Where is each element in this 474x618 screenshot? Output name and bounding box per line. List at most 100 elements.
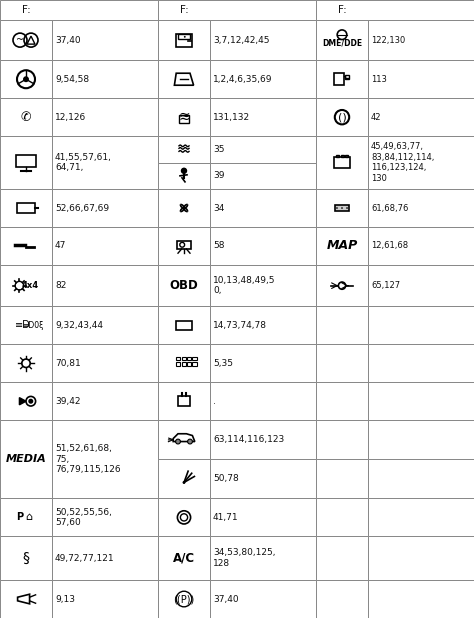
Text: 1,2,4,6,35,69: 1,2,4,6,35,69 [213,75,273,83]
Text: ((P)): ((P)) [173,594,195,604]
Text: 41,71: 41,71 [213,513,238,522]
Bar [0,344,52,383]
Text: 34: 34 [213,203,224,213]
Text: 70,81: 70,81 [55,359,81,368]
Text: 4x4: 4x4 [22,281,39,290]
Bar [192,357,197,360]
Bar [210,163,316,189]
Text: DME/DDE: DME/DDE [322,38,362,47]
Bar [316,98,368,136]
Bar [0,498,52,536]
Bar [368,20,474,60]
Text: 82: 82 [55,281,66,290]
Bar [368,189,474,227]
Text: ≋: ≋ [178,110,190,124]
Bar [52,580,158,618]
Bar [210,227,316,265]
Text: 10,13,48,49,5
0,: 10,13,48,49,5 0, [213,276,275,295]
Bar [52,227,158,265]
Bar [52,536,158,580]
Bar [210,536,316,580]
Bar [368,536,474,580]
Text: 131,132: 131,132 [213,112,250,122]
Circle shape [188,439,192,444]
Bar [158,0,316,20]
Bar [210,60,316,98]
Bar [0,227,52,265]
Bar [368,383,474,420]
Bar [336,154,339,157]
Bar [158,163,210,189]
Text: ~: ~ [16,35,24,45]
Circle shape [341,207,343,209]
Bar [368,344,474,383]
Text: MAP: MAP [327,239,357,253]
Bar [52,189,158,227]
Bar [316,227,368,265]
Bar [158,420,210,459]
Text: §: § [22,551,29,565]
Bar [210,420,316,459]
Text: ≡D: ≡D [15,320,30,331]
Text: (): () [337,112,346,122]
Circle shape [336,207,338,209]
Bar [210,344,316,383]
Bar [316,383,368,420]
Bar [176,362,181,366]
Bar [158,20,210,60]
Bar [52,307,158,344]
Bar [52,136,158,189]
Text: 12,126: 12,126 [55,112,86,122]
Bar [316,459,368,498]
Bar [158,60,210,98]
Text: 65,127: 65,127 [371,281,400,290]
Bar [210,189,316,227]
Bar [368,265,474,307]
Bar [158,344,210,383]
Bar [210,580,316,618]
Text: 34,53,80,125,
128: 34,53,80,125, 128 [213,549,275,568]
Text: 9,54,58: 9,54,58 [55,75,89,83]
Text: ⌂: ⌂ [25,512,32,522]
Circle shape [182,481,185,484]
Text: 50,52,55,56,
57,60: 50,52,55,56, 57,60 [55,507,112,527]
Bar [334,157,350,168]
Text: 3,7,12,42,45: 3,7,12,42,45 [213,36,270,44]
Bar [368,227,474,265]
Bar [0,307,52,344]
Text: F:: F: [180,5,188,15]
Bar [0,580,52,618]
Bar [187,362,191,366]
Text: 14,73,74,78: 14,73,74,78 [213,321,267,330]
Bar [158,536,210,580]
Bar [210,98,316,136]
Text: 50,78: 50,78 [213,475,239,483]
Bar [158,98,210,136]
Bar [316,498,368,536]
Bar [316,20,368,60]
Bar [210,498,316,536]
Text: 45,49,63,77,
83,84,112,114,
116,123,124,
130: 45,49,63,77, 83,84,112,114, 116,123,124,… [371,143,434,183]
Bar [368,420,474,459]
Bar [52,98,158,136]
Bar [368,459,474,498]
Circle shape [24,77,28,82]
Bar [340,154,344,157]
Bar [316,60,368,98]
Text: 58: 58 [213,242,225,250]
Polygon shape [19,397,26,405]
Text: 39,42: 39,42 [55,397,81,406]
Bar [17,203,35,213]
Bar [158,136,210,163]
Bar [176,321,192,330]
Bar [178,35,190,40]
Bar [52,383,158,420]
Text: 63,114,116,123: 63,114,116,123 [213,435,284,444]
Text: 42: 42 [371,112,382,122]
Bar [316,189,368,227]
Bar [368,580,474,618]
Bar [368,136,474,189]
Bar [210,265,316,307]
Bar [316,265,368,307]
Text: 113: 113 [371,75,387,83]
